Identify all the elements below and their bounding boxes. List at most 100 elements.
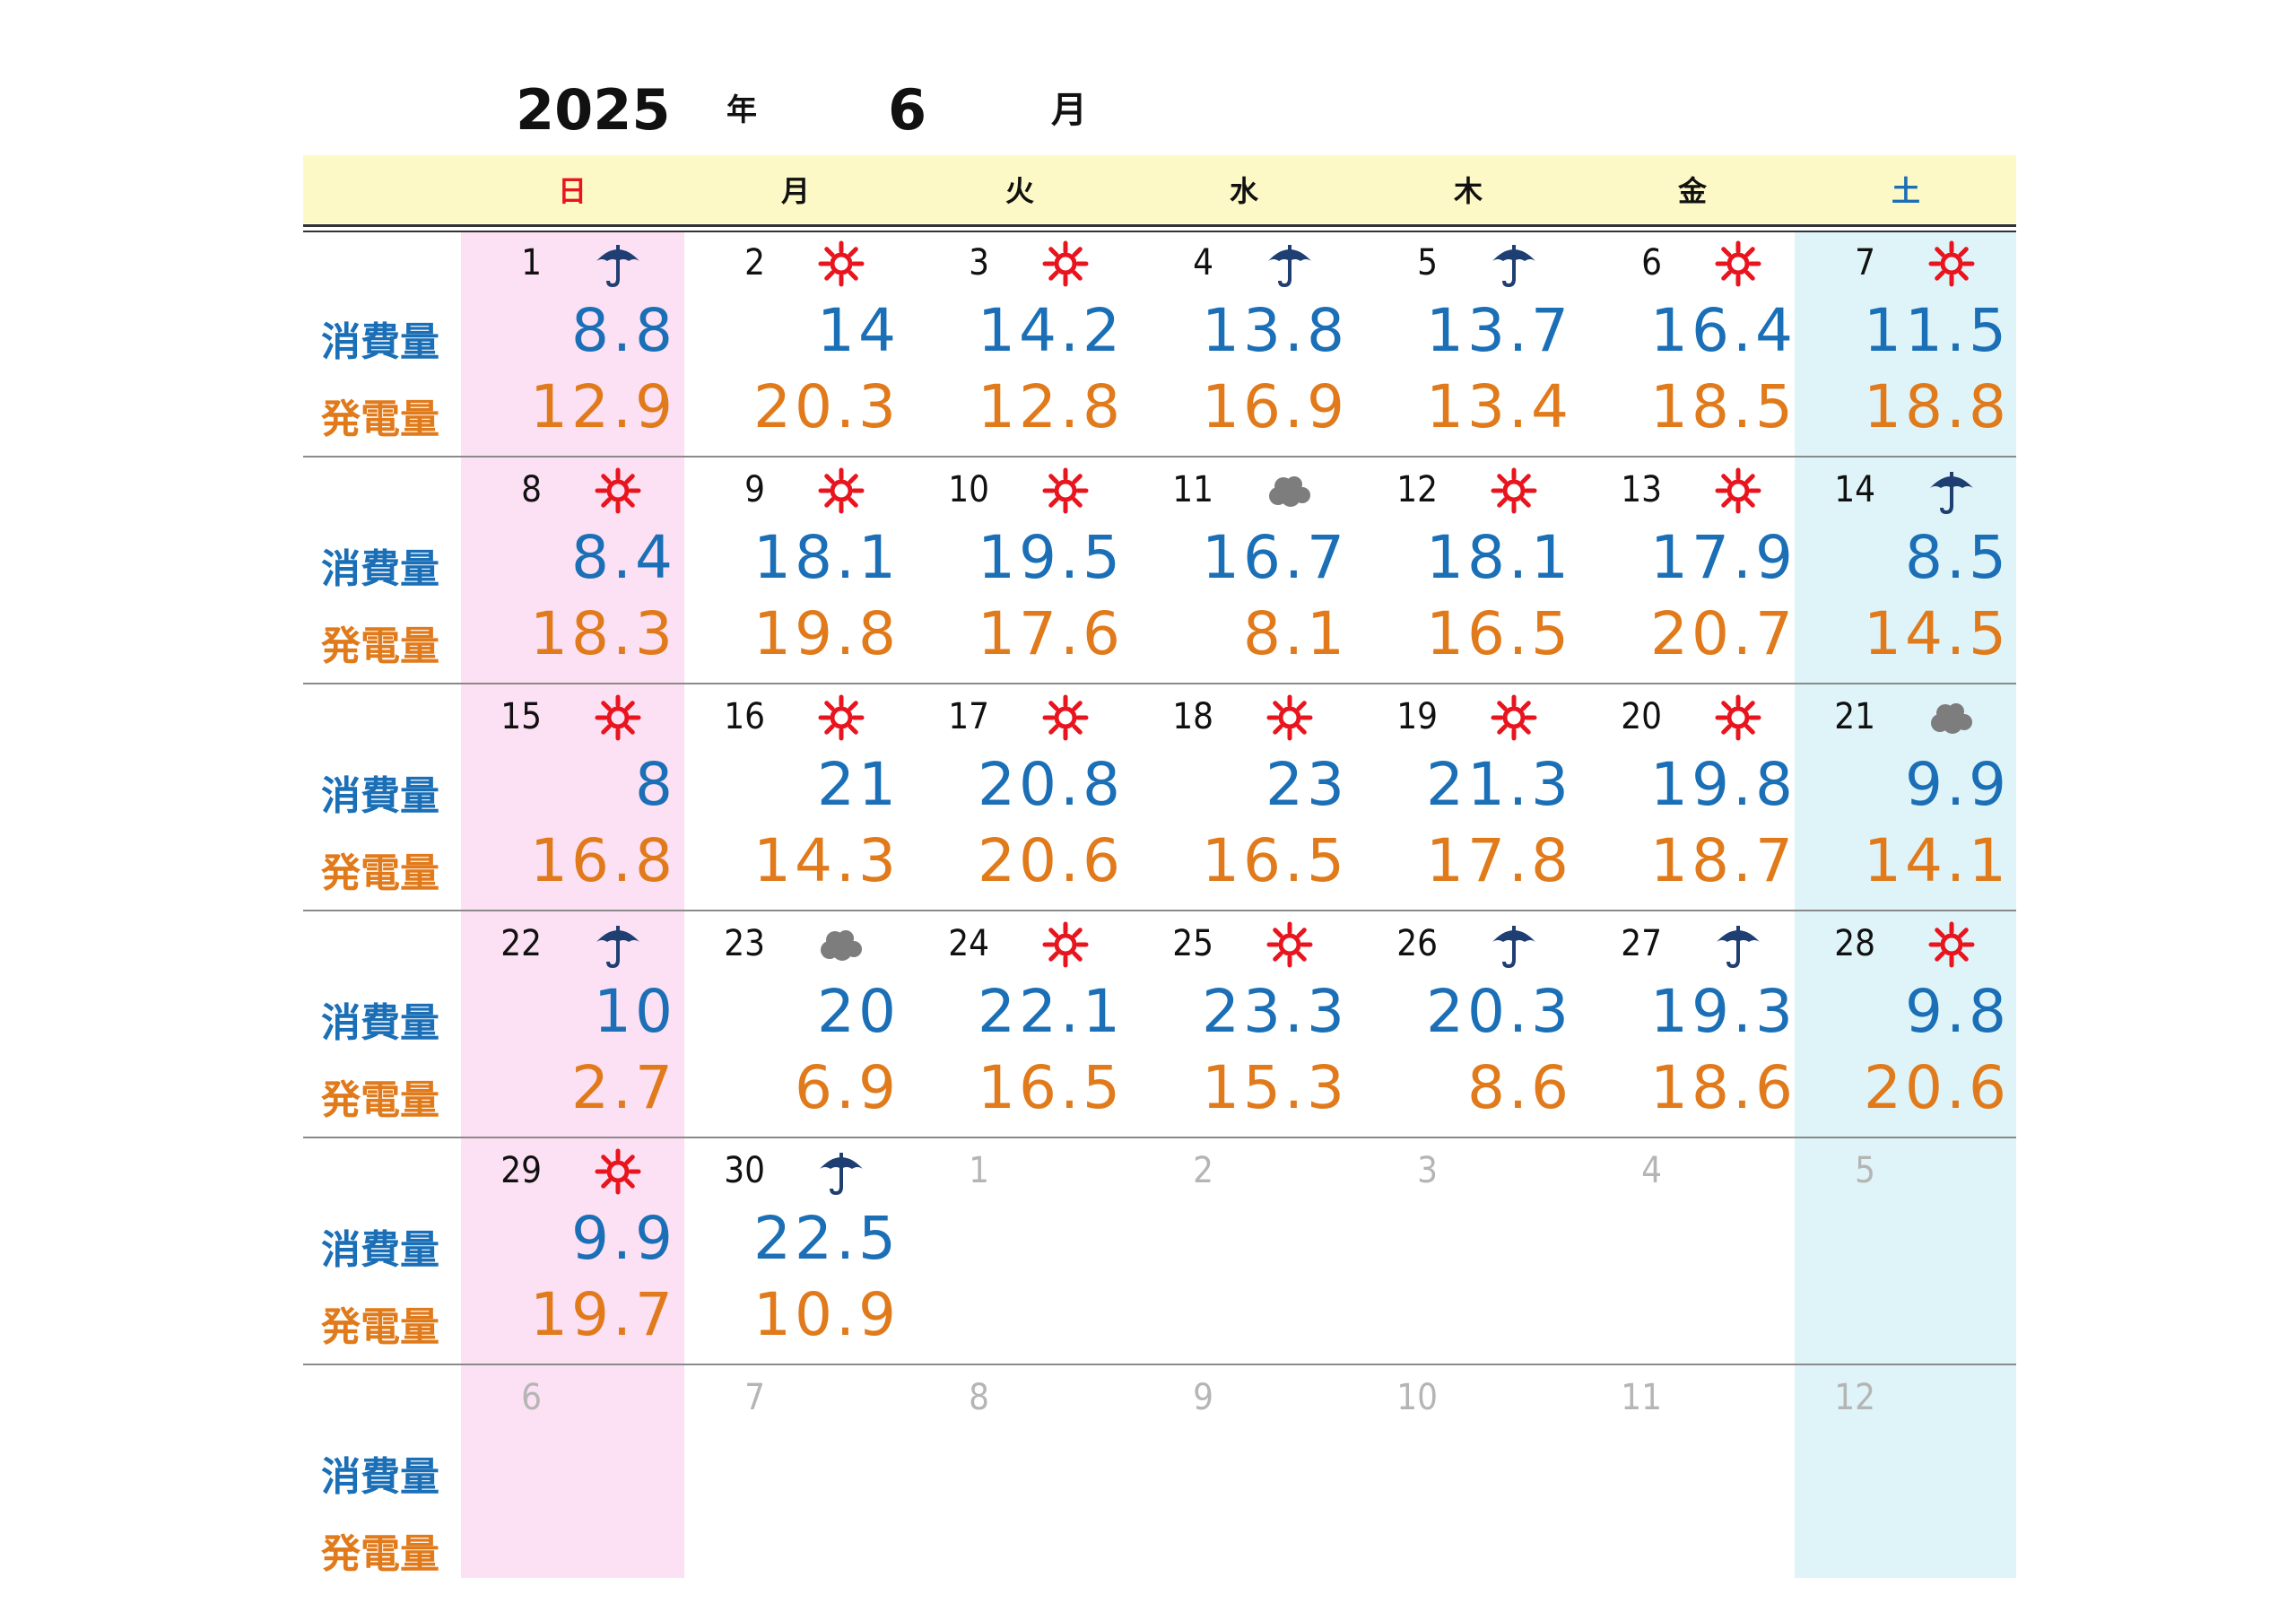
day-cell[interactable]: 2 14 20.3: [684, 232, 907, 457]
consumption-value: 18.1: [1426, 523, 1572, 592]
day-cell[interactable]: 8: [909, 1367, 1131, 1591]
generation-value: 20.6: [978, 826, 1124, 895]
generation-value: 13.4: [1426, 372, 1572, 441]
row-divider: [303, 1364, 2016, 1365]
day-cell[interactable]: 23 20 6.9: [684, 913, 907, 1137]
day-number: 8: [521, 469, 542, 510]
day-number: 20: [1621, 696, 1662, 737]
day-cell[interactable]: 22 10 2.7: [461, 913, 683, 1137]
day-cell[interactable]: 5 13.7 13.4: [1357, 232, 1579, 457]
day-cell[interactable]: 5: [1795, 1140, 2017, 1364]
day-cell[interactable]: 30 22.5 10.9: [684, 1140, 907, 1364]
day-cell[interactable]: 7 11.5 18.8: [1795, 232, 2017, 457]
day-cell[interactable]: 4 13.8 16.9: [1133, 232, 1355, 457]
sun-icon: [1041, 920, 1090, 969]
generation-value: 12.8: [978, 372, 1124, 441]
day-cell[interactable]: 2: [1133, 1140, 1355, 1364]
generation-label: 発電量: [321, 1077, 439, 1123]
day-number: 17: [948, 696, 989, 737]
header-divider: [303, 231, 2016, 232]
generation-label: 発電量: [321, 397, 439, 442]
week-row: 消費量発電量 29 9.9 19.7 30 22.5 10.9 1 2 3 4 5: [303, 1140, 2016, 1365]
consumption-value: 21.3: [1426, 750, 1572, 819]
consumption-value: 20.8: [978, 750, 1124, 819]
day-cell[interactable]: 9: [1133, 1367, 1355, 1591]
consumption-label: 消費量: [321, 1000, 439, 1046]
day-cell[interactable]: 11: [1581, 1367, 1804, 1591]
consumption-value: 23: [1265, 750, 1348, 819]
day-cell[interactable]: 7: [684, 1367, 907, 1591]
day-cell[interactable]: 15 8 16.8: [461, 686, 683, 911]
day-number: 4: [1641, 1150, 1662, 1191]
day-cell[interactable]: 12: [1795, 1367, 2017, 1591]
day-cell[interactable]: 16 21 14.3: [684, 686, 907, 911]
consumption-value: 9.9: [571, 1204, 676, 1273]
generation-value: 17.8: [1426, 826, 1572, 895]
generation-value: 15.3: [1202, 1053, 1348, 1122]
weekday-6: 土: [1891, 174, 1920, 208]
generation-label: 発電量: [321, 1304, 439, 1350]
weekday-2: 火: [1004, 174, 1034, 208]
day-cell[interactable]: 24 22.1 16.5: [909, 913, 1131, 1137]
consumption-value: 22.5: [753, 1204, 900, 1273]
day-cell[interactable]: 13 17.9 20.7: [1581, 459, 1804, 684]
consumption-value: 16.7: [1202, 523, 1348, 592]
sun-icon: [817, 693, 865, 742]
consumption-value: 13.7: [1426, 296, 1572, 365]
generation-value: 12.9: [530, 372, 676, 441]
day-cell[interactable]: 1 8.8 12.9: [461, 232, 683, 457]
consumption-value: 11.5: [1864, 296, 2010, 365]
day-cell[interactable]: 10: [1357, 1367, 1579, 1591]
day-cell[interactable]: 10 19.5 17.6: [909, 459, 1131, 684]
day-number: 10: [948, 469, 989, 510]
day-number: 18: [1172, 696, 1213, 737]
generation-value: 19.8: [753, 599, 900, 668]
day-cell[interactable]: 18 23 16.5: [1133, 686, 1355, 911]
day-cell[interactable]: 6 16.4 18.5: [1581, 232, 1804, 457]
day-cell[interactable]: 27 19.3 18.6: [1581, 913, 1804, 1137]
day-cell[interactable]: 3: [1357, 1140, 1579, 1364]
day-cell[interactable]: 6: [461, 1367, 683, 1591]
day-cell[interactable]: 26 20.3 8.6: [1357, 913, 1579, 1137]
consumption-value: 8.4: [571, 523, 676, 592]
generation-value: 16.8: [530, 826, 676, 895]
cloud-icon: [1927, 693, 1976, 742]
day-cell[interactable]: 25 23.3 15.3: [1133, 913, 1355, 1137]
consumption-label: 消費量: [321, 1227, 439, 1273]
cloud-icon: [817, 920, 865, 969]
day-cell[interactable]: 17 20.8 20.6: [909, 686, 1131, 911]
day-number: 5: [1855, 1150, 1875, 1191]
generation-value: 20.3: [753, 372, 900, 441]
day-cell[interactable]: 21 9.9 14.1: [1795, 686, 2017, 911]
day-number: 13: [1621, 469, 1662, 510]
day-cell[interactable]: 12 18.1 16.5: [1357, 459, 1579, 684]
generation-value: 18.7: [1650, 826, 1796, 895]
day-cell[interactable]: 9 18.1 19.8: [684, 459, 907, 684]
sun-icon: [1714, 693, 1762, 742]
sun-icon: [1265, 693, 1314, 742]
day-cell[interactable]: 14 8.5 14.5: [1795, 459, 2017, 684]
generation-value: 18.8: [1864, 372, 2010, 441]
sun-icon: [1927, 920, 1976, 969]
day-cell[interactable]: 11 16.7 8.1: [1133, 459, 1355, 684]
generation-label: 発電量: [321, 850, 439, 896]
day-cell[interactable]: 29 9.9 19.7: [461, 1140, 683, 1364]
day-number: 28: [1834, 923, 1875, 964]
consumption-value: 21: [817, 750, 900, 819]
generation-value: 18.5: [1650, 372, 1796, 441]
day-cell[interactable]: 28 9.8 20.6: [1795, 913, 2017, 1137]
generation-value: 2.7: [571, 1053, 676, 1122]
week-row: 消費量 発電量 15 8 16.8 16 21 14.3 17 20.8 20.6 18 23 16.5 1…: [303, 686, 2016, 911]
day-cell[interactable]: 3 14.2 12.8: [909, 232, 1131, 457]
day-cell[interactable]: 19 21.3 17.8: [1357, 686, 1579, 911]
day-cell[interactable]: 8 8.4 18.3: [461, 459, 683, 684]
day-cell[interactable]: 20 19.8 18.7: [1581, 686, 1804, 911]
sun-icon: [817, 466, 865, 515]
sun-icon: [1714, 466, 1762, 515]
sun-icon: [1490, 466, 1538, 515]
umbrella-icon: [1490, 920, 1538, 969]
consumption-value: 19.3: [1650, 977, 1796, 1046]
sun-icon: [1041, 693, 1090, 742]
day-cell[interactable]: 4: [1581, 1140, 1804, 1364]
day-cell[interactable]: 1: [909, 1140, 1131, 1364]
